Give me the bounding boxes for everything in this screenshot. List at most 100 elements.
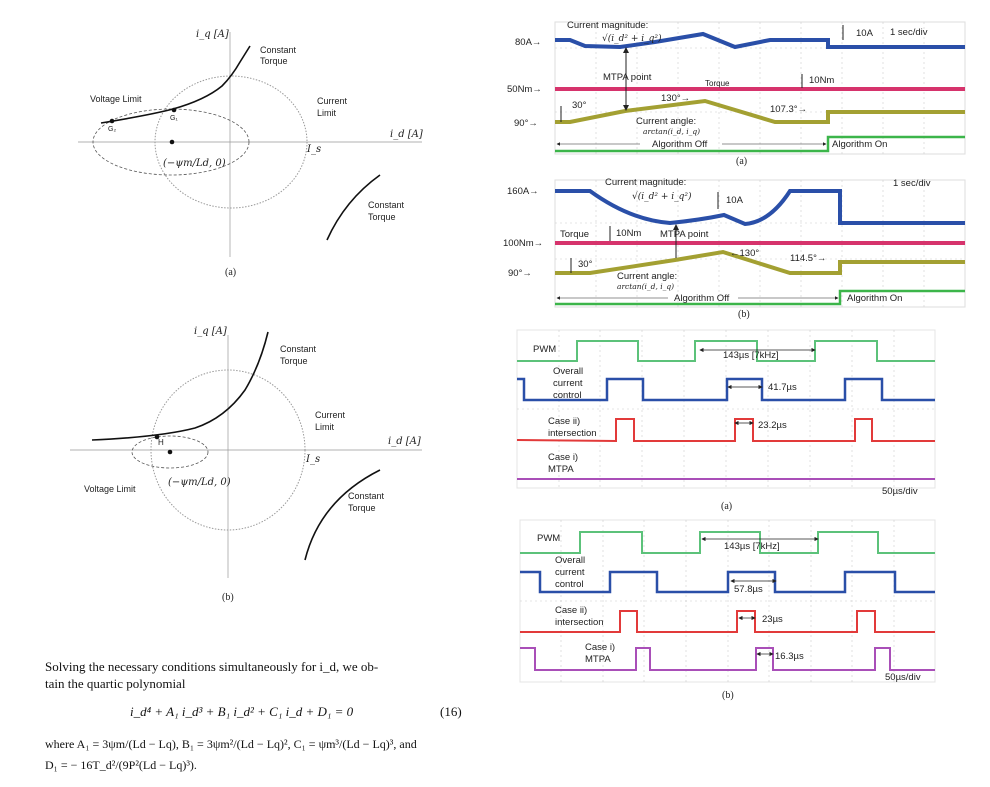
case1-mtpa-trace	[520, 647, 935, 671]
scope-timing-a: PWM 143µs [7kHz] Overall current control…	[516, 329, 936, 512]
figure-caption: (a)	[736, 156, 747, 167]
iq-axis-label: i_q [A]	[196, 29, 229, 40]
g2-label: G₂	[108, 126, 116, 133]
g1-label: G₁	[170, 115, 178, 122]
mtpa-label: MTPA point	[603, 72, 652, 83]
constant-torque-label: Torque	[260, 56, 288, 66]
constant-torque-curve-top	[91, 331, 269, 441]
constant-torque-curve-top	[100, 45, 251, 124]
case2-time-label: 23µs	[762, 614, 783, 625]
angle-formula: arctan(i_d, i_q)	[617, 282, 674, 291]
figure-caption: (b)	[738, 309, 750, 320]
time-div-label: 1 sec/div	[890, 27, 928, 38]
is-label: I_s	[306, 144, 321, 155]
figure-caption: (b)	[722, 690, 734, 701]
point-g2	[109, 118, 115, 124]
time-div-label: 50µs/div	[885, 672, 921, 683]
point-h	[154, 434, 160, 440]
equation-16: i_d⁴ + A₁ i_d³ + B₁ i_d² + C₁ i_d + D₁ =…	[130, 704, 354, 719]
overall-current-control-trace	[517, 377, 935, 402]
figure-caption: (a)	[225, 267, 236, 278]
figure-caption: (a)	[721, 501, 732, 512]
angle-peak-label: 130°→	[661, 93, 690, 104]
torque-level-label: 100Nm→	[503, 238, 543, 249]
center-label: (−ψm/Ld, 0)	[168, 477, 231, 488]
id-axis-label: i_d [A]	[388, 436, 421, 447]
algorithm-flag-trace	[555, 135, 965, 153]
overall-current-control-trace	[520, 570, 935, 594]
overall-time-label: 57.8µs	[734, 584, 763, 595]
constant-torque-curve-bottom	[326, 174, 381, 241]
current-limit-label: Current	[315, 410, 346, 420]
angle-step-label: 30°	[572, 100, 587, 111]
case1-time-label: 16.3µs	[775, 651, 804, 662]
paragraph-line: tain the quartic polynomial	[45, 676, 186, 691]
current-magnitude-label: Current magnitude:	[567, 20, 648, 31]
torque-label: Torque	[705, 79, 730, 88]
current-limit-label: Limit	[315, 422, 335, 432]
case1-label: Case i)	[548, 452, 578, 463]
center-point	[167, 449, 173, 455]
pwm-label: PWM	[537, 533, 560, 544]
figure-caption: (b)	[222, 592, 234, 603]
overall-time-label: 41.7µs	[768, 382, 797, 393]
figure-left-a: i_q [A] i_d [A] I_s Constant Torque Volt…	[78, 29, 423, 278]
scope-top-a: Current magnitude: √(i_d² + i_q²) 80A→ 1…	[507, 20, 966, 167]
is-label: I_s	[305, 454, 320, 465]
scope-top-b: Current magnitude: √(i_d² + i_q²) 160A→ …	[503, 177, 966, 320]
case2-label: intersection	[555, 617, 604, 628]
voltage-limit-label: Voltage Limit	[90, 94, 142, 104]
paragraph-line: Solving the necessary conditions simulta…	[45, 659, 379, 674]
period-label: 143µs [7kHz]	[723, 350, 779, 361]
overall-label: current	[555, 567, 585, 578]
torque-scale-label: 10Nm	[616, 228, 641, 239]
overall-label: control	[553, 390, 582, 401]
overall-label: Overall	[553, 366, 583, 377]
current-scale-label: 10A	[856, 28, 874, 39]
case2-label: Case ii)	[548, 416, 580, 427]
overall-label: current	[553, 378, 583, 389]
current-level-label: 80A→	[515, 37, 541, 48]
current-angle-trace	[555, 98, 965, 124]
algorithm-on-label: Algorithm On	[832, 139, 887, 150]
angle-level-label: 90°→	[514, 118, 538, 129]
torque-level-label: 50Nm→	[507, 84, 542, 95]
angle-level-label: 90°→	[508, 268, 532, 279]
angle-formula: arctan(i_d, i_q)	[643, 127, 700, 136]
pwm-trace	[517, 340, 935, 362]
overall-label: control	[555, 579, 584, 590]
current-limit-label: Limit	[317, 108, 337, 118]
scope-timing-b: PWM 143µs [7kHz] Overall current control…	[519, 519, 936, 701]
id-axis-label: i_d [A]	[390, 129, 423, 140]
where-line: D₁ = − 16T_d²/(9P²(Ld − Lq)³).	[45, 758, 197, 772]
scope-grid	[517, 330, 935, 488]
case1-label: Case i)	[585, 642, 615, 653]
current-magnitude-trace	[555, 189, 965, 227]
angle-on-label: 114.5°→	[790, 253, 826, 264]
current-limit-label: Current	[317, 96, 348, 106]
current-level-label: 160A→	[507, 186, 539, 197]
constant-torque-label: Torque	[280, 356, 308, 366]
where-line: where A₁ = 3ψm/(Ld − Lq), B₁ = 3ψm²/(Ld …	[45, 737, 417, 751]
constant-torque-label: Constant	[368, 200, 405, 210]
case1-label: MTPA	[585, 654, 611, 665]
current-angle-label: Current angle:	[617, 271, 677, 282]
current-limit-circle	[150, 369, 306, 531]
constant-torque-label: Constant	[280, 344, 317, 354]
pwm-label: PWM	[533, 344, 556, 355]
current-angle-label: Current angle:	[636, 116, 696, 127]
algorithm-off-label: Algorithm Off	[674, 293, 730, 304]
torque-scale-label: 10Nm	[809, 75, 834, 86]
angle-peak-label: ←130°	[730, 248, 759, 259]
equation-number: (16)	[440, 704, 462, 719]
pwm-trace	[520, 531, 935, 554]
case1-label: MTPA	[548, 464, 574, 475]
constant-torque-label: Constant	[260, 45, 297, 55]
magnitude-formula: √(i_d² + i_q²)	[632, 191, 692, 202]
case2-intersection-trace	[516, 418, 935, 443]
torque-label: Torque	[560, 229, 589, 240]
angle-on-label: 107.3°→	[770, 104, 807, 115]
case2-time-label: 23.2µs	[758, 420, 787, 431]
algorithm-on-label: Algorithm On	[847, 293, 902, 304]
